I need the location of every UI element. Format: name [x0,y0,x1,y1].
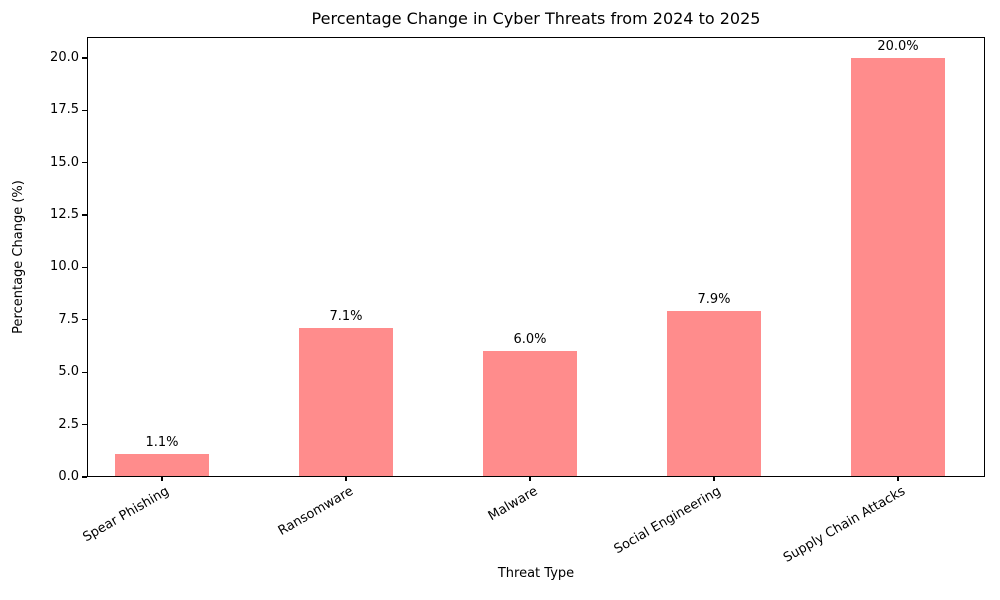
x-tick-label: Spear Phishing [80,483,172,546]
bar-supply-chain-attacks [851,57,945,477]
x-tick-mark [161,477,163,481]
bar-malware [483,351,577,477]
y-tick-mark [82,57,87,59]
y-tick-label: 5.0 [58,364,79,380]
y-tick-label: 7.5 [58,311,79,327]
x-tick-label: Malware [485,483,540,525]
y-tick-mark [82,214,87,216]
x-tick-mark [897,477,899,481]
y-axis-label: Percentage Change (%) [11,180,26,334]
bar-value-label: 7.9% [697,292,731,308]
bar-social-engineering [667,311,761,477]
y-tick-mark [82,319,87,321]
bar-value-label: 1.1% [145,434,179,450]
y-tick-mark [82,109,87,111]
chart-title: Percentage Change in Cyber Threats from … [311,9,761,28]
y-tick-label: 20.0 [50,49,79,65]
x-tick-mark [345,477,347,481]
x-tick-mark [529,477,531,481]
x-axis-label: Threat Type [497,566,575,581]
bar-value-label: 20.0% [877,38,919,54]
x-tick-mark [713,477,715,481]
y-tick-label: 2.5 [58,416,79,432]
x-tick-label: Supply Chain Attacks [781,483,908,566]
y-tick-mark [82,266,87,269]
y-tick-label: 15.0 [50,154,79,170]
y-tick-mark [82,162,87,164]
y-tick-mark [82,424,87,426]
y-tick-label: 17.5 [50,102,79,118]
bar-value-label: 7.1% [329,309,363,325]
y-tick-label: 0.0 [58,469,79,484]
x-tick-label: Ransomware [275,483,356,539]
y-tick-mark [82,371,87,373]
y-tick-label: 10.0 [50,259,79,275]
y-tick-label: 12.5 [50,207,79,223]
x-tick-label: Social Engineering [611,483,724,558]
y-tick-mark [82,476,87,478]
bar-spear-phishing [115,453,209,477]
bar-ransomware [299,328,393,477]
bar-value-label: 6.0% [513,332,547,348]
